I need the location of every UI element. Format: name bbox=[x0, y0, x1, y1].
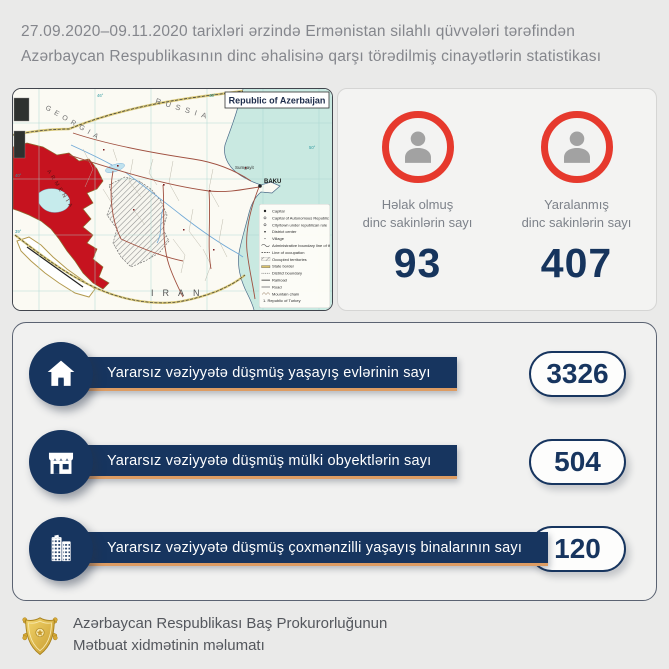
person-icon bbox=[404, 131, 431, 163]
damages-card: Yararsız vəziyyətə düşmüş yaşayış evləri… bbox=[12, 322, 657, 601]
legend-symbols bbox=[261, 209, 271, 295]
killed-stat: Həlak olmuş dinc sakinlərin sayı 93 bbox=[338, 89, 497, 310]
house-icon bbox=[47, 360, 75, 386]
page-title: 27.09.2020–09.11.2020 tarixləri ərzində … bbox=[21, 20, 651, 69]
occupied-territories bbox=[106, 176, 170, 268]
damage-label-civil-objects: Yararsız vəziyyətə düşmüş mülki obyektlə… bbox=[71, 444, 458, 479]
damage-label-houses: Yararsız vəziyyətə düşmüş yaşayış evləri… bbox=[71, 357, 457, 391]
page-title-line1: 27.09.2020–09.11.2020 tarixləri ərzində … bbox=[21, 23, 576, 40]
store-icon bbox=[48, 452, 74, 474]
person-icon bbox=[563, 131, 590, 163]
svg-text:District center: District center bbox=[272, 229, 297, 234]
map-title-box: Republic of Azerbaijan bbox=[224, 91, 330, 109]
svg-text:Capital of Autonomous Republic: Capital of Autonomous Republic bbox=[272, 215, 329, 220]
svg-text:Village: Village bbox=[272, 236, 285, 241]
mingachevir-reservoir bbox=[105, 163, 125, 173]
killed-value: 93 bbox=[393, 240, 442, 286]
source-attribution: Azərbaycan Respublikası Baş Prokurorluğu… bbox=[20, 611, 387, 658]
svg-text:48°: 48° bbox=[209, 93, 216, 98]
svg-text:City/town under republican rul: City/town under republican rule bbox=[272, 222, 328, 227]
damage-label-apartment-buildings: Yararsız vəziyyətə düşmüş çoxmənzilli ya… bbox=[71, 532, 549, 566]
damage-row-apartment-buildings: Yararsız vəziyyətə düşmüş çoxmənzilli ya… bbox=[29, 513, 640, 585]
svg-text:Road: Road bbox=[272, 284, 282, 289]
railroad-line bbox=[26, 246, 84, 288]
svg-text:Occupied territories: Occupied territories bbox=[272, 257, 307, 262]
damage-value-civil-objects: 504 bbox=[529, 438, 626, 485]
svg-text:40°: 40° bbox=[15, 173, 22, 178]
damage-row-civil-objects: Yararsız vəziyyətə düşmüş mülki obyektlə… bbox=[29, 426, 640, 498]
prosecutor-emblem-icon bbox=[22, 617, 58, 656]
wounded-label: Yaralanmış dinc sakinlərin sayı bbox=[521, 197, 632, 230]
map-legend: Capital Capital of Autonomous Republic C… bbox=[259, 204, 332, 308]
district-boundaries bbox=[82, 148, 228, 282]
map-title: Republic of Azerbaijan bbox=[229, 96, 326, 106]
svg-text:Mountain chain: Mountain chain bbox=[272, 291, 299, 296]
source-text: Azərbaycan Respublikası Baş Prokurorluğu… bbox=[73, 615, 388, 654]
page-title-line2: Azərbaycan Respublikasının dinc əhalisin… bbox=[21, 47, 602, 65]
killed-label: Həlak olmuş dinc sakinlərin sayı bbox=[362, 197, 473, 230]
svg-text:State border: State border bbox=[272, 264, 295, 269]
svg-text:50°: 50° bbox=[309, 145, 316, 150]
baku-label: BAKU bbox=[264, 179, 281, 185]
wounded-ring bbox=[540, 111, 613, 183]
svg-text:46°: 46° bbox=[97, 93, 104, 98]
sumgayit-label: Sumgayit bbox=[235, 165, 255, 170]
svg-text:Administrative boundary line o: Administrative boundary line of the form… bbox=[272, 243, 332, 248]
svg-text:Line of occupation: Line of occupation bbox=[272, 250, 304, 255]
killed-ring bbox=[381, 111, 454, 183]
baku-mark bbox=[258, 184, 262, 188]
svg-text:39°: 39° bbox=[15, 229, 22, 234]
store-icon-circle bbox=[29, 429, 93, 494]
damage-value-houses: 3326 bbox=[529, 351, 626, 397]
azerbaijan-map-card: GEORGIA RUSSIA IRAN ARMENIA BAKU Sumgayi… bbox=[12, 88, 333, 311]
lake-sevan bbox=[38, 188, 70, 213]
svg-text:Capital: Capital bbox=[272, 209, 285, 214]
wounded-stat: Yaralanmış dinc sakinlərin sayı 407 bbox=[497, 89, 656, 310]
svg-text:Railroad: Railroad bbox=[272, 278, 287, 283]
caspian-coastline bbox=[224, 89, 281, 310]
svg-text:1. Republic of Turkey: 1. Republic of Turkey bbox=[263, 298, 301, 303]
house-icon-circle bbox=[29, 342, 93, 406]
map-inset-boxes bbox=[13, 97, 30, 159]
wounded-value: 407 bbox=[540, 240, 613, 286]
iran-label: IRAN bbox=[151, 288, 209, 298]
building-icon-circle bbox=[29, 517, 93, 581]
damage-row-houses: Yararsız vəziyyətə düşmüş yaşayış evləri… bbox=[29, 338, 640, 410]
city-marks bbox=[103, 149, 247, 251]
state-borders bbox=[13, 89, 246, 304]
svg-text:District boundary: District boundary bbox=[272, 271, 302, 276]
casualties-card: Həlak olmuş dinc sakinlərin sayı 93 Yara… bbox=[337, 88, 657, 311]
azerbaijan-map: GEORGIA RUSSIA IRAN ARMENIA BAKU Sumgayi… bbox=[13, 89, 332, 310]
building-icon bbox=[51, 534, 71, 562]
roads bbox=[68, 132, 260, 300]
